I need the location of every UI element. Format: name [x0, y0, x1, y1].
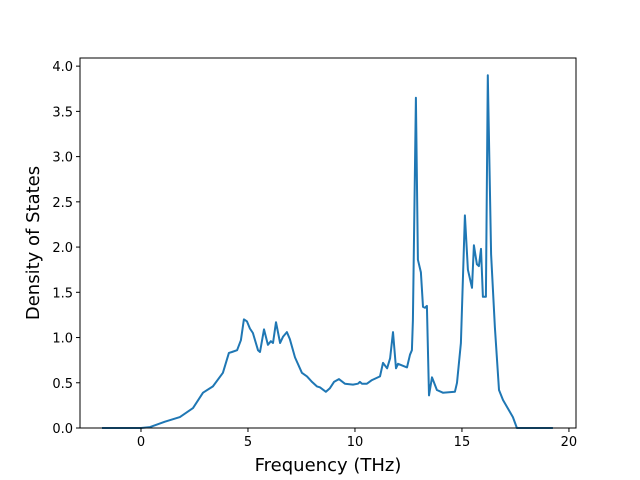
series-line-0: [102, 74, 553, 429]
y-tick-label: 1.5: [52, 286, 73, 301]
x-tick-label: 5: [244, 435, 252, 450]
x-tick-label: 0: [137, 435, 145, 450]
x-tick-label: 15: [454, 435, 471, 450]
x-tick-label: 10: [347, 435, 364, 450]
y-tick-label: 3.5: [52, 105, 73, 120]
plot-area: [80, 58, 576, 428]
y-tick-label: 0.5: [52, 377, 73, 392]
y-tick-label: 2.0: [52, 241, 73, 256]
y-axis-label: Density of States: [23, 166, 44, 320]
y-tick-label: 2.5: [52, 196, 73, 211]
axes-frame: [79, 57, 577, 429]
x-tick-label: 20: [561, 435, 578, 450]
x-axis-label: Frequency (THz): [255, 455, 402, 476]
y-tick-label: 3.0: [52, 151, 73, 166]
y-tick-label: 4.0: [52, 60, 73, 75]
y-tick-label: 1.0: [52, 332, 73, 347]
y-tick-label: 0.0: [52, 422, 73, 437]
